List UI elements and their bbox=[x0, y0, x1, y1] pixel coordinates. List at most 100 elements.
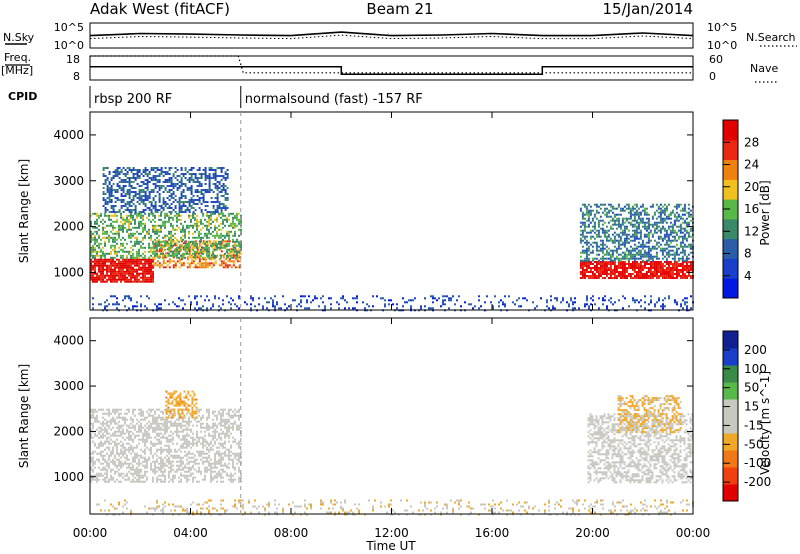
heatmap-cell bbox=[196, 301, 198, 304]
heatmap-cell bbox=[214, 260, 217, 263]
heatmap-cell bbox=[120, 280, 122, 283]
heatmap-cell bbox=[116, 307, 118, 310]
heatmap-cell bbox=[104, 220, 106, 223]
heatmap-cell bbox=[629, 255, 632, 258]
heatmap-cell bbox=[122, 230, 124, 233]
heatmap-cell bbox=[222, 207, 225, 209]
heatmap-cell bbox=[608, 299, 610, 302]
heatmap-cell bbox=[114, 456, 116, 459]
heatmap-cell bbox=[146, 438, 148, 441]
heatmap-cell bbox=[601, 247, 604, 250]
heatmap-cell bbox=[184, 476, 186, 479]
heatmap-cell bbox=[120, 270, 122, 273]
heatmap-cell bbox=[140, 474, 142, 477]
heatmap-cell bbox=[689, 235, 692, 238]
heatmap-cell bbox=[114, 197, 117, 199]
heatmap-cell bbox=[651, 257, 654, 260]
heatmap-cell bbox=[196, 220, 198, 223]
heatmap-cell bbox=[96, 474, 98, 477]
heatmap-cell bbox=[132, 268, 134, 271]
heatmap-cell bbox=[112, 303, 114, 306]
heatmap-cell bbox=[152, 264, 155, 267]
heatmap-cell bbox=[152, 252, 154, 255]
heatmap-cell bbox=[140, 476, 142, 479]
heatmap-cell bbox=[142, 211, 145, 213]
heatmap-cell bbox=[172, 254, 174, 257]
heatmap-cell bbox=[675, 253, 678, 256]
heatmap-cell bbox=[198, 232, 200, 235]
heatmap-cell bbox=[122, 222, 124, 225]
heatmap-cell bbox=[156, 179, 159, 181]
heatmap-cell bbox=[232, 244, 234, 247]
heatmap-cell bbox=[581, 231, 584, 234]
heatmap-cell bbox=[172, 432, 174, 435]
heatmap-cell bbox=[130, 278, 132, 281]
heatmap-cell bbox=[671, 273, 674, 275]
heatmap-cell bbox=[106, 408, 108, 411]
heatmap-cell bbox=[116, 254, 118, 257]
heatmap-cell bbox=[196, 236, 198, 239]
heatmap-cell bbox=[384, 299, 386, 302]
heatmap-cell bbox=[124, 193, 127, 195]
heatmap-cell bbox=[675, 239, 678, 242]
heatmap-cell bbox=[136, 252, 138, 255]
heatmap-cell bbox=[224, 179, 227, 181]
heatmap-cell bbox=[126, 218, 128, 221]
heatmap-cell bbox=[619, 265, 622, 267]
heatmap-cell bbox=[140, 268, 142, 271]
heatmap-cell bbox=[152, 414, 154, 417]
heatmap-cell bbox=[657, 235, 660, 238]
heatmap-cell bbox=[176, 179, 179, 181]
heatmap-cell bbox=[623, 233, 626, 236]
heatmap-cell bbox=[118, 181, 121, 183]
heatmap-cell bbox=[663, 203, 666, 206]
nave-line bbox=[90, 55, 693, 74]
heatmap-cell bbox=[662, 303, 664, 306]
heatmap-cell bbox=[212, 248, 215, 251]
heatmap-cell bbox=[619, 275, 622, 277]
heatmap-cell bbox=[134, 460, 136, 463]
heatmap-cell bbox=[94, 234, 96, 237]
heatmap-cell bbox=[346, 301, 348, 304]
heatmap-cell bbox=[92, 297, 94, 300]
heatmap-cell bbox=[128, 260, 130, 263]
heatmap-cell bbox=[456, 299, 458, 302]
heatmap-cell bbox=[120, 408, 122, 411]
nave-right-tick-top: 60 bbox=[709, 53, 723, 66]
heatmap-cell bbox=[150, 426, 152, 429]
heatmap-cell bbox=[152, 179, 155, 181]
heatmap-cell bbox=[144, 472, 146, 475]
heatmap-cell bbox=[92, 272, 94, 275]
heatmap-cell bbox=[174, 177, 177, 179]
heatmap-cell bbox=[180, 456, 182, 459]
heatmap-cell bbox=[677, 219, 680, 222]
heatmap-cell bbox=[609, 239, 612, 242]
heatmap-cell bbox=[633, 269, 636, 271]
heatmap-cell bbox=[186, 224, 188, 227]
heatmap-cell bbox=[186, 250, 188, 253]
heatmap-cell bbox=[100, 212, 102, 215]
heatmap-cell bbox=[186, 474, 188, 477]
heatmap-cell bbox=[232, 252, 235, 255]
heatmap-cell bbox=[114, 295, 116, 298]
heatmap-cell bbox=[160, 478, 162, 481]
heatmap-cell bbox=[653, 239, 656, 242]
heatmap-cell bbox=[148, 428, 150, 431]
heatmap-cell bbox=[110, 274, 112, 277]
heatmap-cell bbox=[106, 185, 109, 187]
heatmap-cell bbox=[673, 257, 676, 260]
heatmap-cell bbox=[649, 231, 652, 234]
heatmap-cell bbox=[106, 472, 108, 475]
heatmap-cell bbox=[675, 217, 678, 220]
colorbar-tick-label: 28 bbox=[744, 135, 759, 149]
heatmap-cell bbox=[122, 264, 124, 267]
heatmap-cell bbox=[150, 191, 153, 193]
heatmap-cell bbox=[130, 468, 132, 471]
heatmap-cell bbox=[148, 280, 150, 283]
heatmap-cell bbox=[188, 424, 190, 427]
heatmap-cell bbox=[216, 211, 219, 213]
heatmap-cell bbox=[138, 254, 140, 257]
heatmap-cell bbox=[637, 217, 640, 220]
heatmap-cell bbox=[498, 305, 500, 308]
heatmap-cell bbox=[176, 454, 178, 457]
